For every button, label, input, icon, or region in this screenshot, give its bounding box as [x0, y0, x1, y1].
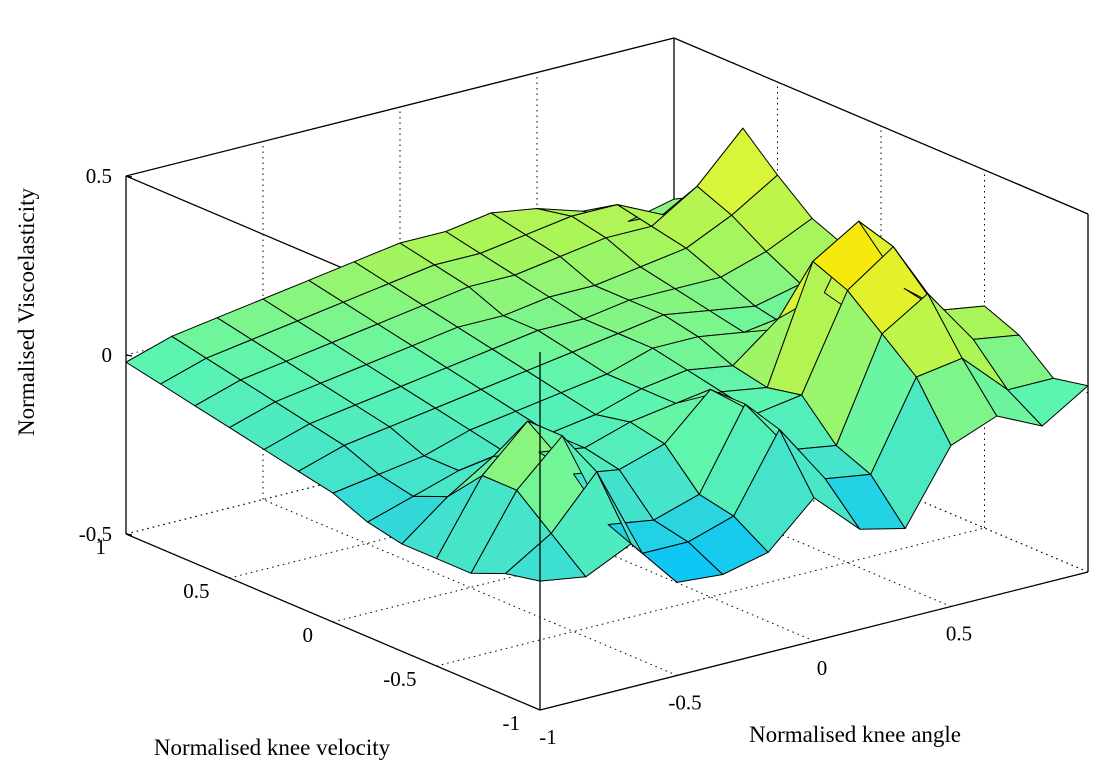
- z-tick-mark: [125, 533, 133, 536]
- y-tick-label: -0.5: [383, 667, 416, 691]
- y-tick-label: 1: [96, 535, 107, 559]
- z-tick-mark: [125, 175, 133, 178]
- z-axis-label: Normalised Viscoelasticity: [14, 188, 39, 436]
- box-edge-left-bottom: [125, 533, 541, 711]
- side-wall-gridline-z: [673, 37, 1089, 215]
- z-tick-label: 0.5: [86, 164, 112, 188]
- box-edge-front-bottom: [539, 571, 1089, 711]
- axis-label-layer: Normalised Viscoelasticity Normalised kn…: [14, 188, 961, 760]
- x-tick-label: 0: [817, 656, 828, 680]
- floor-gridline-x: [262, 499, 678, 676]
- surface-face: [1007, 377, 1089, 427]
- y-tick-label: 0.5: [183, 579, 209, 603]
- y-axis-label: Normalised knee velocity: [154, 735, 391, 760]
- tick-label-layer: -0.5 0 0.5 -1 -0.5 0 0.5 1 -1 -0.5 0 0.5: [79, 164, 972, 749]
- x-tick-label: -1: [539, 725, 557, 749]
- surface-layer: [125, 127, 1089, 583]
- floor-gridline-y: [229, 439, 778, 579]
- x-tick-label: -0.5: [668, 691, 701, 715]
- z-tick-mark: [125, 354, 133, 357]
- floor-gridline-y: [332, 483, 882, 623]
- floor-gridline-y: [436, 527, 985, 667]
- y-tick-label: 0: [303, 623, 314, 647]
- z-tick-label: -0.5: [79, 522, 112, 546]
- front-box-layer: [125, 352, 1089, 711]
- back-wall-gridline-z: [125, 395, 675, 535]
- x-axis-label: Normalised knee angle: [749, 722, 961, 747]
- x-tick-label: 0.5: [946, 622, 972, 646]
- y-tick-label: -1: [503, 711, 521, 735]
- back-wall-gridline-z: [125, 37, 675, 177]
- z-tick-label: 0: [102, 343, 113, 367]
